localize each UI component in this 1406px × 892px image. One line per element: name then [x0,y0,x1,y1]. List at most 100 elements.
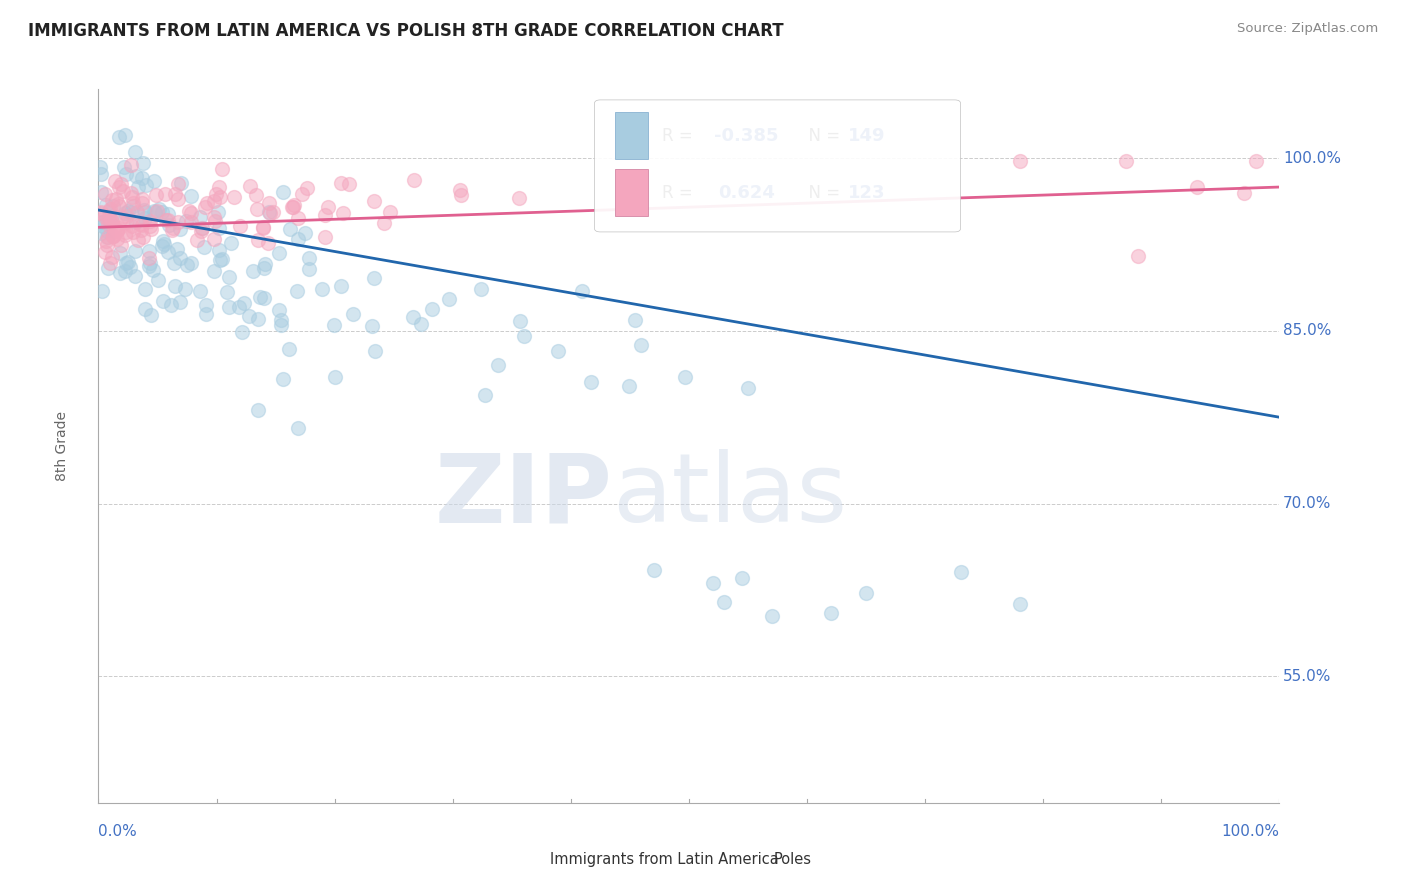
Point [132,230,155,244]
Point [105,232,128,246]
Point [112,160,135,174]
Point [219,235,242,250]
Point [114,205,136,219]
Point [90,205,112,219]
Text: 0.624: 0.624 [718,184,775,202]
Point [285,284,308,298]
Point [623,313,645,327]
Point [110,238,132,252]
Text: -0.385: -0.385 [714,127,779,145]
Point [94,244,117,259]
Point [122,196,145,211]
Point [163,186,186,201]
Point [105,223,128,237]
Point [190,224,212,238]
Point [129,223,152,237]
Point [294,226,316,240]
Point [101,228,124,243]
Point [581,375,603,389]
Point [98,256,121,270]
Point [270,313,292,327]
Point [169,295,191,310]
Point [134,282,156,296]
Point [191,220,214,235]
Point [101,229,124,244]
Point [143,205,166,219]
Bar [517,847,544,872]
Point [108,180,131,194]
Point [1008,153,1031,168]
Point [211,162,233,177]
Point [121,199,143,213]
Point [125,215,148,229]
Point [101,193,124,207]
Point [855,585,877,599]
Point [513,328,536,343]
Point [737,381,759,395]
Point [90,167,112,181]
Point [101,214,124,228]
Point [179,215,201,229]
Point [222,190,245,204]
Point [134,301,156,316]
Point [138,219,160,233]
Point [218,301,240,315]
Point [254,257,277,271]
Point [180,256,202,270]
Point [242,264,264,278]
Point [208,243,231,257]
Point [163,279,186,293]
Point [208,179,231,194]
Point [191,220,214,235]
Point [120,204,142,219]
Point [360,319,382,334]
Point [114,128,136,143]
Point [125,205,148,219]
Text: ZIP: ZIP [434,450,612,542]
Point [127,180,149,194]
Text: Source: ZipAtlas.com: Source: ZipAtlas.com [1237,22,1378,36]
Point [169,221,191,235]
Point [160,297,183,311]
Point [281,200,304,214]
Point [202,232,225,246]
Point [127,233,149,247]
Point [314,209,336,223]
Point [134,205,156,219]
Point [252,220,274,235]
Point [97,229,120,244]
Point [121,225,143,239]
Point [207,205,229,219]
Point [91,215,114,229]
Text: R =: R = [662,184,703,202]
Text: 70.0%: 70.0% [1284,496,1331,511]
Point [1233,186,1256,200]
Point [195,298,218,312]
Point [135,178,157,193]
Point [110,177,132,191]
Point [1115,153,1137,168]
Point [630,338,652,352]
Point [364,344,387,359]
Point [256,235,278,250]
Point [124,244,146,259]
Point [673,370,696,384]
Text: 123: 123 [848,184,886,202]
Text: 0.0%: 0.0% [98,824,138,839]
Point [141,222,163,236]
Point [166,192,188,206]
Point [1244,153,1267,168]
Point [131,196,153,211]
Point [98,215,121,229]
Point [139,256,162,270]
Point [94,198,117,212]
Point [245,188,267,202]
Point [273,372,295,386]
Point [97,204,120,219]
Point [249,290,271,304]
Point [316,200,339,214]
Point [449,183,471,197]
Point [142,263,165,277]
Text: 100.0%: 100.0% [1222,824,1279,839]
Point [202,210,225,224]
